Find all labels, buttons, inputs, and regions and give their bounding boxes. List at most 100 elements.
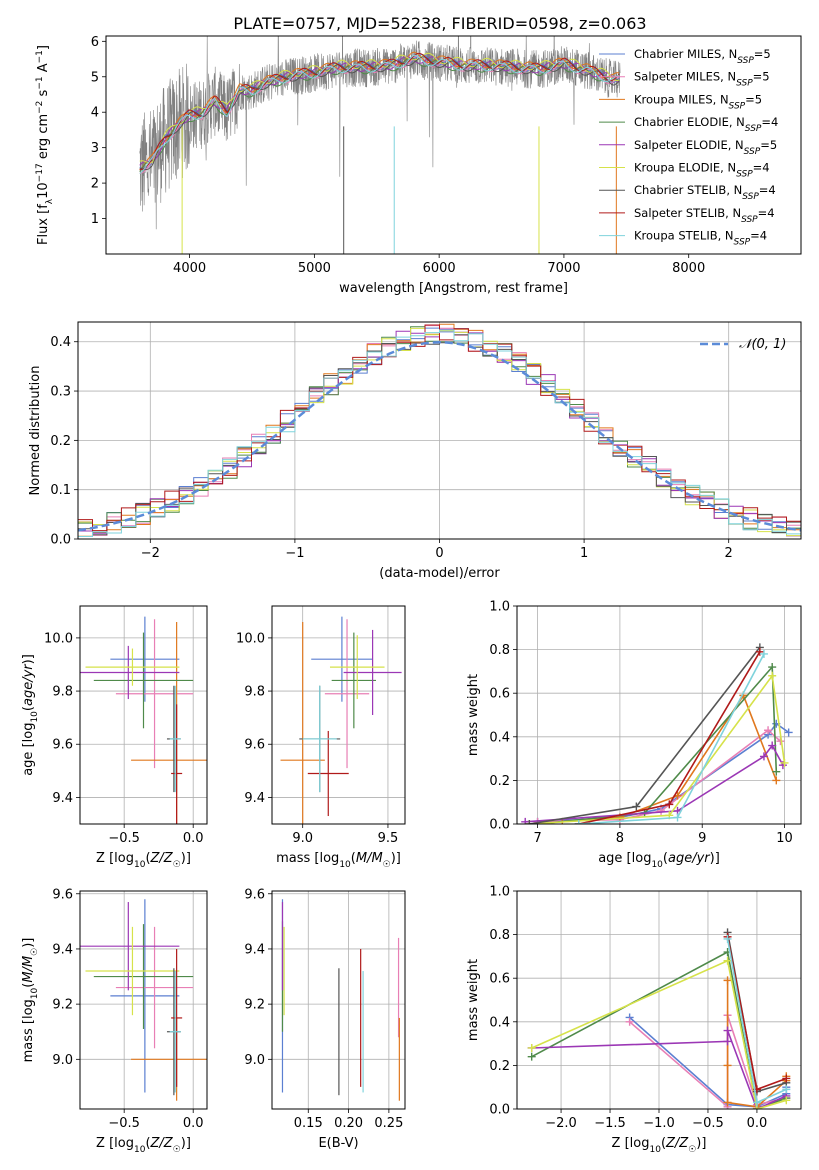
y-tick-label: 0.8 [489,928,510,943]
x-tick-label: 0.15 [294,1116,323,1131]
y-tick-label: 0.3 [50,385,71,400]
y-tick-label: 9.4 [244,942,265,957]
plot-area-age-vs-mass [280,616,402,824]
panel-mass-vs-Z: −0.5 0.0 9.0 9.2 9.4 9.6 Z [log10(Z/Z☉)] mass [… [21,887,208,1155]
x-tick-label: −0.5 [692,1116,724,1131]
weight-marker [782,1074,791,1083]
x-tick-label: 0.0 [747,1116,768,1131]
y-tick-label: 0.0 [489,818,510,833]
weight-marker [723,1037,732,1046]
y-tick-label: 1.0 [489,885,510,900]
weight-marker [665,800,674,809]
y-tick-label: 0.6 [489,972,510,987]
weight-marker [759,649,768,658]
x-axis-label: Z [log10(Z/Z☉)] [612,1136,707,1155]
plot-area-residuals [78,323,801,537]
y-tick-label: 6 [91,35,99,50]
legend-entry: Kroupa MILES, NSSP=5 [634,92,762,111]
x-tick-label: 0.0 [183,831,204,846]
y-tick-label: 0.0 [50,533,71,548]
weight-marker [723,1098,732,1107]
weight-marker [723,976,732,985]
x-tick-label: 1 [580,546,588,561]
panel-weight-vs-Z: −2.0 −1.5 −1.0 −0.5 0.0 0.0 0.2 0.4 0.6 0.8 1.0 Z [… [466,885,802,1155]
model-spectrum-7 [139,56,620,171]
weight-marker [772,776,781,785]
y-tick-label: 9.6 [52,887,73,902]
x-tick-label: 2 [725,546,733,561]
y-axis-label: mass weight [466,674,481,756]
model-spectrum-9 [139,54,620,174]
weight-marker [574,820,583,824]
x-tick-label: 0.0 [183,1116,204,1131]
x-tick-label: 0.20 [334,1116,363,1131]
x-axis-label: (data-model)/error [379,566,500,581]
y-tick-label: 0.4 [489,1015,510,1030]
legend-entry: Kroupa STELIB, NSSP=4 [634,229,767,248]
x-tick-label: −0.5 [108,1116,140,1131]
x-tick-label: −1.0 [643,1116,675,1131]
y-tick-label: 5 [91,70,99,85]
plot-area-mass-vs-Z [80,899,207,1101]
x-tick-label: −1 [285,546,304,561]
weight-marker [723,1061,732,1070]
x-tick-label: 6000 [423,261,456,276]
x-axis-label: Z [log10(Z/Z☉)] [96,1136,191,1155]
weight-marker [768,741,777,750]
x-tick-label: −2 [141,546,160,561]
x-tick-label: 9.0 [292,831,313,846]
weight-marker [755,647,764,656]
weight-marker [527,1052,536,1061]
figure-title: PLATE=0757, MJD=52238, FIBERID=0598, z=0… [233,14,646,33]
axes-frame [79,605,208,825]
y-tick-label: 0.8 [489,643,510,658]
x-tick-label: 0.25 [374,1116,403,1131]
weight-marker [752,1098,761,1107]
model-spectrum-3 [139,51,620,171]
x-tick-label: 9.5 [378,831,399,846]
legend-entry: Kroupa ELODIE, NSSP=4 [634,161,770,180]
y-tick-label: 9.8 [52,685,73,700]
panel-age-vs-mass: 9.0 9.5 9.4 9.6 9.8 10.0 mass [log10(M/M☉)] [236,605,406,870]
legend-entry: Chabrier STELIB, NSSP=4 [634,183,776,202]
model-spectrum-8 [139,52,620,170]
panel-weight-vs-age: 7 8 9 10 0.0 0.2 0.4 0.6 0.8 1.0 age [log10(age/yr… [466,600,802,870]
y-axis-label: age [log10(age/yr)] [21,654,40,776]
y-axis-label: mass weight [466,959,481,1041]
x-tick-label: −0.5 [108,831,140,846]
weight-marker [768,671,777,680]
y-tick-label: 0.4 [50,335,71,350]
y-tick-label: 0.4 [489,730,510,745]
y-tick-label: 9.2 [244,998,265,1013]
y-tick-label: 10.0 [236,631,265,646]
weight-marker [673,813,682,822]
weight-line-6 [531,959,787,1109]
y-tick-label: 9.0 [52,1053,73,1068]
y-tick-label: 0.6 [489,687,510,702]
y-tick-label: 0.0 [489,1103,510,1118]
weight-marker [782,1085,791,1094]
y-tick-label: 0.2 [489,1059,510,1074]
weight-line-4 [537,664,778,824]
y-axis-label: mass [log10(M/M☉)] [21,938,40,1063]
y-tick-label: 0.1 [50,483,71,498]
x-tick-label: −1.5 [594,1116,626,1131]
weight-marker [657,806,666,815]
weight-marker [625,1017,634,1026]
x-tick-label: 9 [698,831,706,846]
weight-marker [784,728,793,737]
legend-entry: Salpeter ELODIE, NSSP=5 [634,138,777,157]
y-tick-label: 9.4 [244,791,265,806]
y-tick-label: 0.2 [489,774,510,789]
y-tick-label: 9.0 [244,1053,265,1068]
y-tick-label: 1.0 [489,600,510,615]
panel-residuals: −2 −1 0 1 2 0.0 0.1 0.2 0.3 0.4 (data-model)/error… [28,321,802,581]
x-tick-label: 4000 [173,261,206,276]
weight-marker [782,1096,791,1105]
normal-curve [78,340,801,532]
legend-entry: 𝒩(0, 1) [739,337,786,352]
y-tick-label: 9.8 [244,685,265,700]
weight-marker [723,934,732,943]
y-tick-label: 9.6 [244,738,265,753]
y-tick-label: 3 [91,141,99,156]
